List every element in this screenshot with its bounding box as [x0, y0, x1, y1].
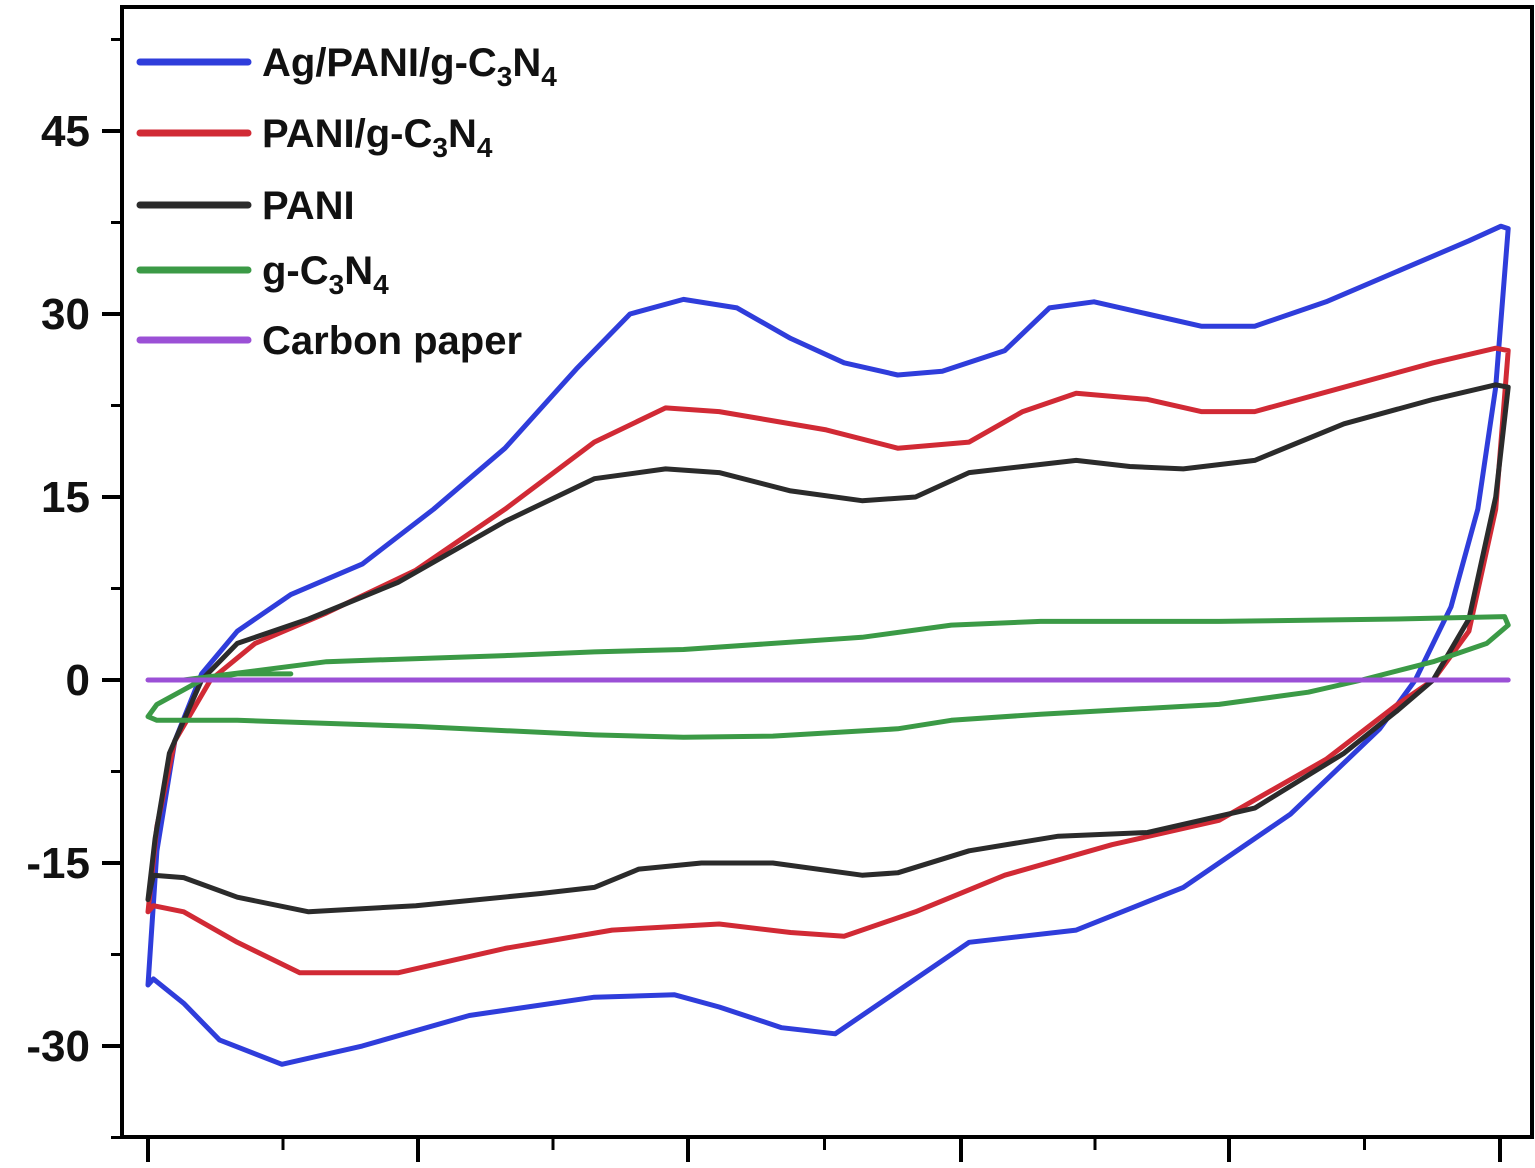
- legend-label-pani_gc3n4: PANI/g-C3N4: [262, 112, 493, 163]
- series-line-pani: [145, 382, 1511, 915]
- legend-label-ag_pani_gc3n4: Ag/PANI/g-C3N4: [262, 41, 557, 92]
- legend-label-carbon_paper: Carbon paper: [262, 319, 522, 363]
- legend: Ag/PANI/g-C3N4 PANI/g-C3N4 PANI g-C3N4 Carbo…: [136, 41, 557, 363]
- series-line-pani_gc3n4: [145, 345, 1511, 976]
- plot-frame: [120, 5, 1534, 1139]
- y-tick-label: -30: [26, 1022, 90, 1071]
- x-axis-ticks: [146, 1137, 1502, 1162]
- y-axis-ticks: 45 30 15 0 -15 -30: [26, 38, 122, 1139]
- legend-label-pani: PANI: [262, 184, 355, 228]
- y-tick-label: -15: [26, 839, 90, 888]
- y-tick-label: 0: [66, 656, 90, 705]
- series-layer: [145, 223, 1511, 1067]
- y-tick-label: 15: [41, 473, 90, 522]
- series-line-ag_pani_gc3n4: [145, 223, 1511, 1067]
- legend-label-gc3n4: g-C3N4: [262, 249, 389, 300]
- series-line-gc3n4: [145, 614, 1511, 740]
- y-tick-label: 45: [41, 107, 90, 156]
- y-tick-label: 30: [41, 290, 90, 339]
